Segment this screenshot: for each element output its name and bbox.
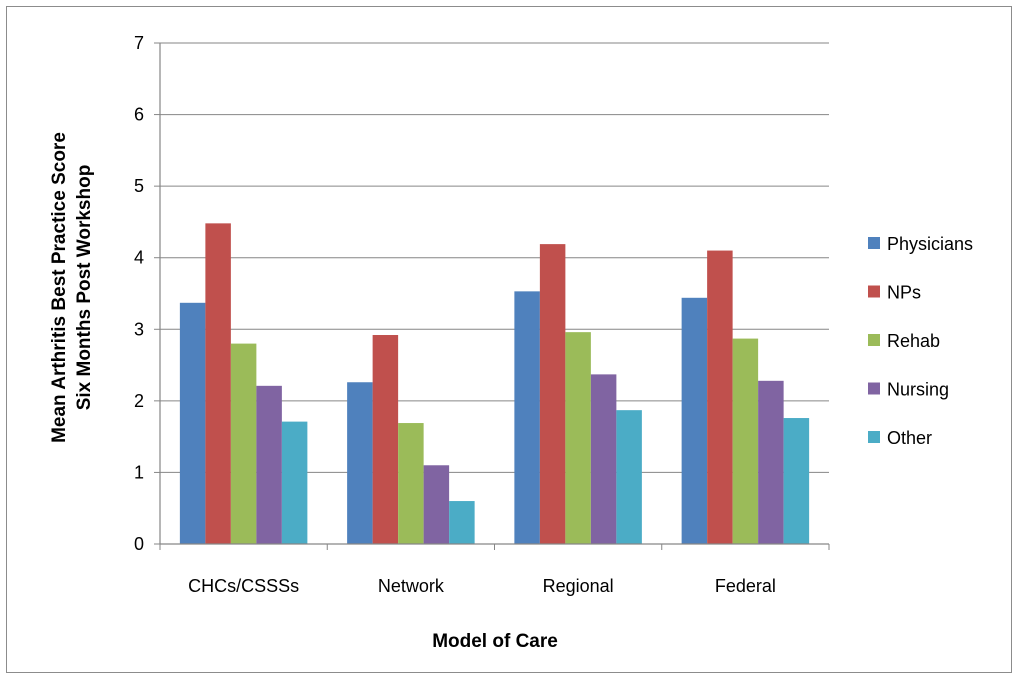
chart-frame: 0 1 2 3 4 5 6 7 CHCs/CSSSs Network Regional Federa… xyxy=(6,6,1012,673)
x-tick-label: Regional xyxy=(543,576,614,596)
y-tick-label: 6 xyxy=(134,105,144,125)
y-axis-title-line-2: Six Months Post Workshop xyxy=(74,165,95,411)
legend-swatch-physicians xyxy=(868,237,880,249)
legend-label-rehab: Rehab xyxy=(887,331,940,351)
bars xyxy=(179,223,810,545)
bar-physicians-2 xyxy=(514,291,540,544)
legend-label-other: Other xyxy=(887,428,932,448)
bar-rehab-3 xyxy=(732,338,759,544)
y-tick-labels: 0 1 2 3 4 5 6 7 xyxy=(134,33,144,554)
x-axis-title: Model of Care xyxy=(432,631,558,652)
y-tick-label: 7 xyxy=(134,33,144,53)
x-tick-label: Federal xyxy=(715,576,776,596)
y-tick-label: 4 xyxy=(134,248,144,268)
bar-nursing-0 xyxy=(256,385,282,544)
legend-swatch-rehab xyxy=(868,334,880,346)
legend-swatch-other xyxy=(868,431,880,443)
legend-swatch-nursing xyxy=(868,382,880,395)
bar-other-2 xyxy=(616,410,642,544)
bar-nps-3 xyxy=(707,250,733,545)
bar-other-3 xyxy=(783,418,810,544)
bar-physicians-3 xyxy=(681,297,708,544)
y-axis-title-line-1: Mean Arthritis Best Practice Score xyxy=(49,132,70,443)
bar-physicians-0 xyxy=(179,302,206,544)
bar-rehab-0 xyxy=(230,343,257,544)
bar-nps-0 xyxy=(205,223,231,545)
bar-chart: 0 1 2 3 4 5 6 7 CHCs/CSSSs Network Regional Federa… xyxy=(49,33,973,652)
x-tick-label: Network xyxy=(378,576,445,596)
bar-nursing-2 xyxy=(590,374,617,544)
bar-rehab-2 xyxy=(565,332,591,544)
y-tick-label: 1 xyxy=(134,462,144,482)
bar-other-1 xyxy=(449,501,475,544)
bar-nursing-3 xyxy=(758,380,784,544)
bar-physicians-1 xyxy=(347,382,373,544)
x-tick-label: CHCs/CSSSs xyxy=(188,576,299,596)
y-tick-label: 5 xyxy=(134,176,144,196)
legend-swatch-nps xyxy=(868,285,880,298)
bar-nps-1 xyxy=(372,335,399,544)
x-tick-labels: CHCs/CSSSs Network Regional Federal xyxy=(188,576,776,596)
bar-nps-2 xyxy=(539,244,566,544)
legend-label-nursing: Nursing xyxy=(887,380,949,400)
y-tick-label: 0 xyxy=(134,534,144,554)
bar-rehab-1 xyxy=(398,423,424,544)
bar-nursing-1 xyxy=(423,465,450,544)
y-tick-label: 3 xyxy=(134,319,144,339)
y-tick-label: 2 xyxy=(134,391,144,411)
legend: Physicians NPs Rehab Nursing Other xyxy=(868,234,973,448)
legend-label-nps: NPs xyxy=(887,283,921,303)
legend-label-physicians: Physicians xyxy=(887,234,973,254)
bar-other-0 xyxy=(281,421,308,544)
